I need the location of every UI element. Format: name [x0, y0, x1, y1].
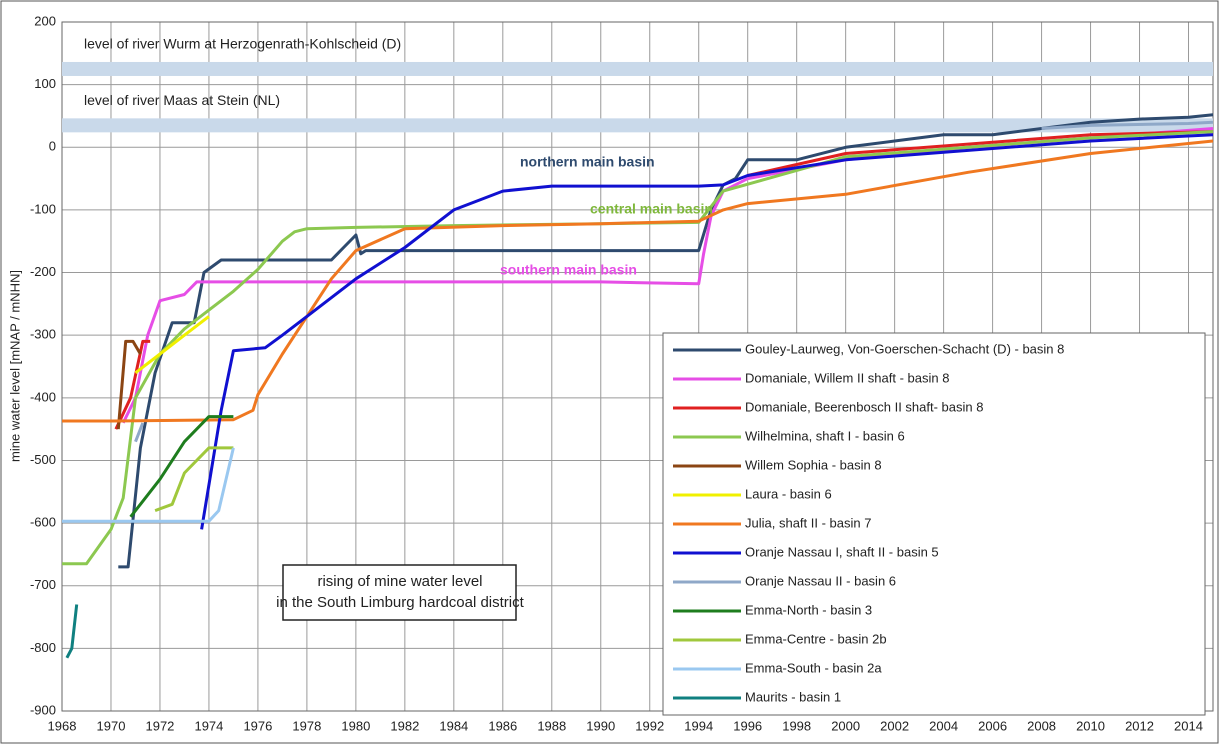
legend-label: Emma-North - basin 3	[745, 602, 872, 617]
x-tick-label: 1992	[635, 718, 664, 733]
legend-label: Willem Sophia - basin 8	[745, 457, 882, 472]
y-tick-label: -600	[30, 515, 56, 530]
y-tick-label: -200	[30, 264, 56, 279]
note-box	[282, 564, 517, 621]
series-line	[114, 130, 1214, 430]
y-tick-label: -800	[30, 640, 56, 655]
x-tick-label: 2010	[1076, 718, 1105, 733]
x-tick-label: 1970	[97, 718, 126, 733]
legend-label: Julia, shaft II - basin 7	[745, 515, 871, 530]
y-axis-label: mine water level [mNAP / mNHN]	[7, 270, 22, 462]
basin-label: central main basin	[590, 201, 713, 217]
series-line	[62, 447, 235, 523]
series-line	[118, 113, 1214, 569]
x-tick-label: 2012	[1125, 718, 1154, 733]
legend-label: Oranje Nassau II - basin 6	[745, 573, 896, 588]
river-band	[62, 61, 1213, 76]
band-label: level of river Wurm at Herzogenrath-Kohl…	[84, 36, 401, 52]
legend-label: Wilhelmina, shaft I - basin 6	[745, 428, 905, 443]
legend-label: Maurits - basin 1	[745, 689, 841, 704]
y-tick-label: -100	[30, 201, 56, 216]
y-tick-label: -400	[30, 389, 56, 404]
band-label: level of river Maas at Stein (NL)	[84, 92, 280, 108]
series-line	[116, 339, 142, 430]
x-tick-label: 2014	[1174, 718, 1203, 733]
series-line	[129, 415, 234, 518]
x-tick-label: 1996	[733, 718, 762, 733]
x-tick-label: 1998	[782, 718, 811, 733]
series-line	[62, 139, 1214, 423]
x-tick-label: 2002	[880, 718, 909, 733]
legend-label: Laura - basin 6	[745, 486, 832, 501]
river-band	[62, 118, 1213, 133]
x-tick-label: 2000	[831, 718, 860, 733]
series-line	[65, 604, 79, 659]
y-tick-label: 200	[34, 13, 56, 28]
legend-label: Domaniale, Willem II shaft - basin 8	[745, 370, 949, 385]
legend-label: Emma-Centre - basin 2b	[745, 631, 887, 646]
note-text: rising of mine water level	[317, 573, 482, 590]
y-tick-label: 100	[34, 76, 56, 91]
legend-box	[662, 332, 1206, 716]
x-tick-label: 1978	[292, 718, 321, 733]
y-tick-label: -900	[30, 702, 56, 717]
series-line	[200, 133, 1214, 530]
legend-label: Oranje Nassau I, shaft II - basin 5	[745, 544, 939, 559]
y-tick-label: -300	[30, 327, 56, 342]
x-tick-label: 1974	[194, 718, 223, 733]
legend-label: Domaniale, Beerenbosch II shaft- basin 8	[745, 399, 983, 414]
x-tick-label: 1984	[439, 718, 468, 733]
x-tick-label: 1988	[537, 718, 566, 733]
series-line	[154, 446, 234, 513]
y-tick-label: -500	[30, 452, 56, 467]
series-line	[62, 130, 1214, 566]
x-tick-label: 1994	[684, 718, 713, 733]
x-tick-label: 1968	[48, 718, 77, 733]
plot-border	[61, 21, 1214, 712]
note-text: in the South Limburg hardcoal district	[276, 594, 524, 611]
x-tick-label: 1982	[390, 718, 419, 733]
legend-label: Emma-South - basin 2a	[745, 660, 882, 675]
x-tick-label: 2008	[1027, 718, 1056, 733]
series-line	[134, 315, 210, 374]
basin-label: southern main basin	[500, 262, 637, 278]
x-tick-label: 1976	[243, 718, 272, 733]
x-tick-label: 2004	[929, 718, 958, 733]
x-tick-label: 1986	[488, 718, 517, 733]
x-tick-label: 1990	[586, 718, 615, 733]
legend-label: Gouley-Laurweg, Von-Goerschen-Schacht (D…	[745, 341, 1064, 356]
y-tick-label: -700	[30, 577, 56, 592]
x-tick-label: 1972	[145, 718, 174, 733]
x-tick-label: 2006	[978, 718, 1007, 733]
series-line	[134, 120, 1214, 443]
basin-label: northern main basin	[520, 154, 655, 170]
y-tick-label: 0	[49, 139, 56, 154]
x-tick-label: 1980	[341, 718, 370, 733]
